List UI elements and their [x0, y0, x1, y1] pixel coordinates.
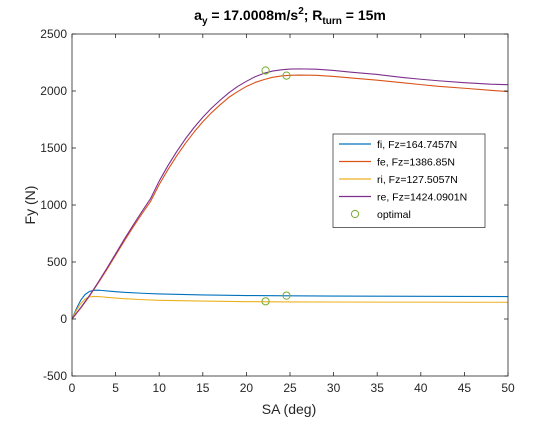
x-tick-label: 35 [371, 381, 385, 395]
y-tick-label: -500 [43, 369, 67, 383]
x-tick-label: 15 [196, 381, 210, 395]
legend-label-optimal: optimal [377, 209, 411, 221]
y-tick-label: 2500 [40, 27, 67, 41]
x-tick-label: 10 [153, 381, 167, 395]
x-tick-label: 50 [501, 381, 515, 395]
x-tick-label: 0 [69, 381, 76, 395]
x-tick-label: 45 [458, 381, 472, 395]
legend-label-3: re, Fz=1424.0901N [377, 192, 467, 204]
y-tick-label: 0 [60, 312, 67, 326]
y-tick-label: 1500 [40, 141, 67, 155]
x-tick-label: 25 [283, 381, 297, 395]
legend: fi, Fz=164.7457N fe, Fz=1386.85N ri, Fz=12… [333, 134, 485, 228]
x-tick-label: 30 [327, 381, 341, 395]
legend-label-0: fi, Fz=164.7457N [377, 139, 457, 151]
y-tick-label: 500 [47, 255, 67, 269]
y-tick-label: 1000 [40, 198, 67, 212]
chart-title: ay = 17.0008m/s2; Rturn = 15m [194, 6, 386, 27]
x-tick-label: 5 [112, 381, 119, 395]
y-axis-label: Fy (N) [22, 186, 38, 225]
legend-label-1: fe, Fz=1386.85N [377, 157, 455, 169]
legend-label-2: ri, Fz=127.5057N [377, 174, 458, 186]
x-tick-label: 20 [240, 381, 254, 395]
y-tick-label: 2000 [40, 84, 67, 98]
x-axis-label: SA (deg) [262, 401, 316, 417]
x-tick-label: 40 [414, 381, 428, 395]
